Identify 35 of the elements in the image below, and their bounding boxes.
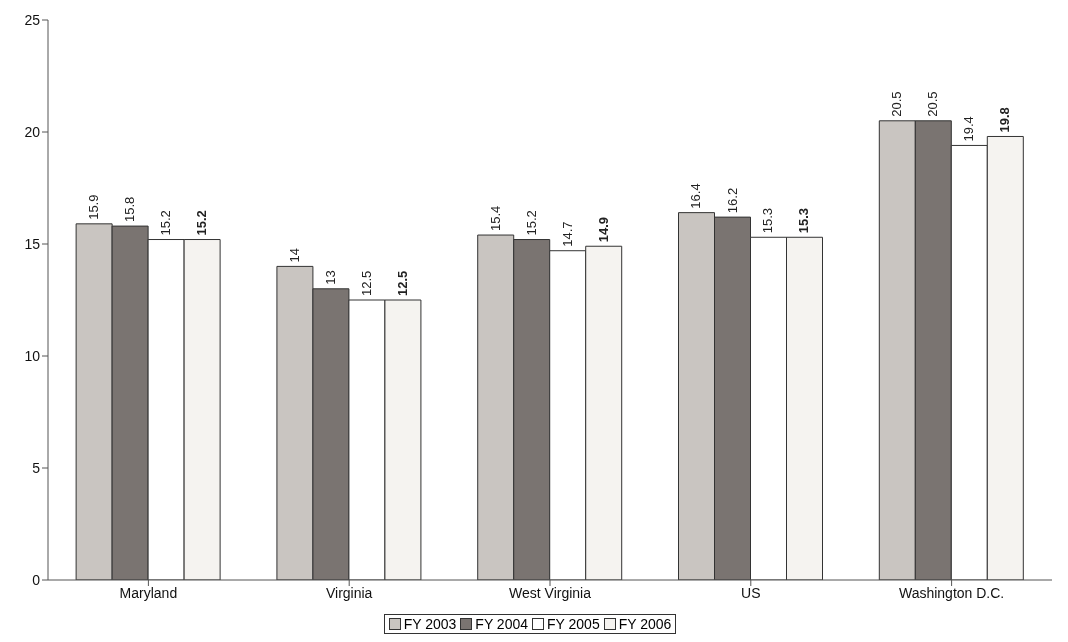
data-label: 13 — [322, 270, 338, 285]
data-label: 15.4 — [487, 205, 503, 232]
data-label: 16.2 — [724, 187, 740, 214]
data-label: 14.7 — [559, 221, 575, 247]
data-label: 15.3 — [760, 207, 776, 234]
x-tick-label: Maryland — [119, 584, 178, 601]
legend-label: FY 2003 — [403, 616, 457, 632]
data-label: 15.8 — [122, 196, 138, 223]
x-tick-label: Washington D.C. — [898, 584, 1005, 601]
legend-label: FY 2004 — [475, 616, 528, 632]
data-label: 14 — [286, 247, 302, 263]
x-tick-label: West Virginia — [509, 584, 592, 601]
legend-label: FY 2006 — [618, 616, 672, 632]
data-label: 15.2 — [523, 210, 539, 236]
data-label: 14.9 — [595, 216, 611, 243]
data-label: 12.5 — [394, 270, 410, 296]
data-label: 20.5 — [925, 91, 941, 117]
data-label: 19.8 — [997, 107, 1013, 133]
data-label: 12.5 — [358, 270, 374, 296]
data-label: 15.2 — [194, 210, 210, 236]
x-tick-label: Virginia — [325, 584, 373, 601]
y-tick-label: 20 — [24, 123, 41, 140]
data-label: 19.4 — [961, 116, 977, 142]
data-label: 15.9 — [86, 194, 102, 220]
y-tick-label: 15 — [24, 235, 41, 252]
y-tick-label: 25 — [24, 11, 41, 28]
data-label: 15.3 — [796, 207, 812, 234]
y-tick-label: 5 — [32, 459, 41, 476]
y-tick-label: 10 — [24, 347, 41, 364]
y-tick-label: 0 — [32, 571, 41, 588]
data-label: 20.5 — [889, 91, 905, 117]
x-tick-label: US — [741, 584, 761, 601]
data-label: 15.2 — [158, 210, 174, 236]
data-label: 16.4 — [688, 183, 704, 209]
legend-label: FY 2005 — [547, 616, 600, 632]
